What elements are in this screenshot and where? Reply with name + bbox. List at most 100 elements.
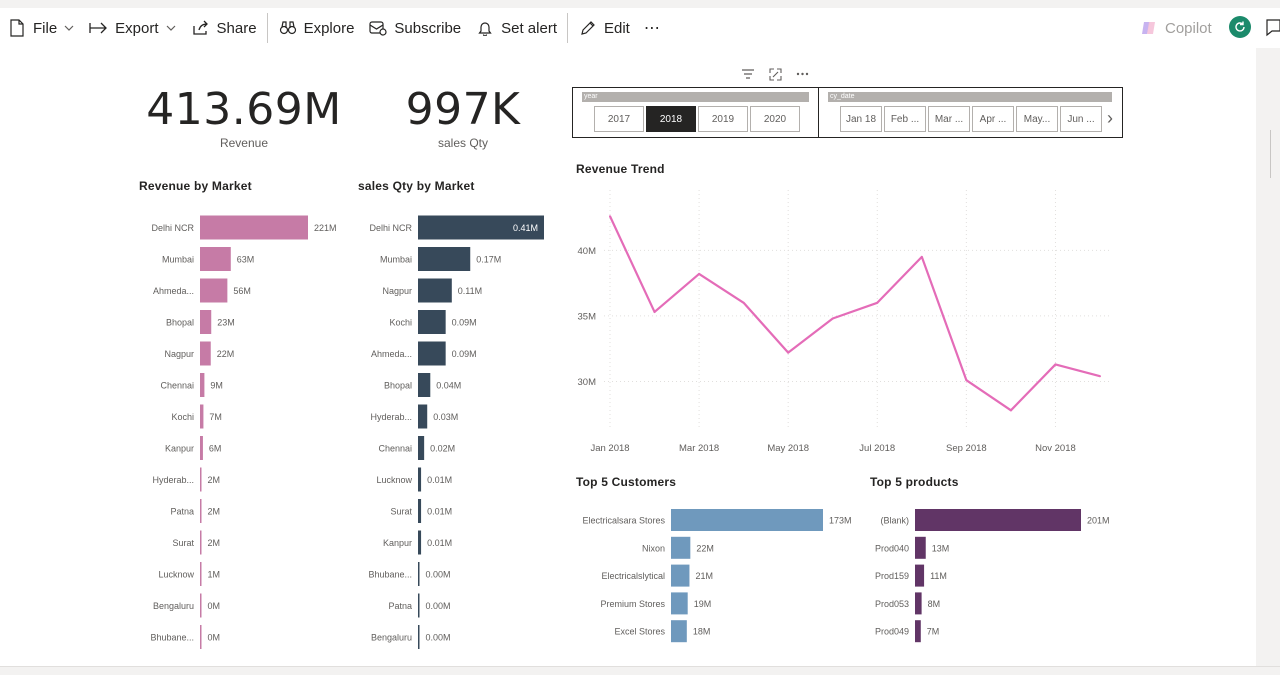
data-label: 0.01M — [427, 538, 452, 548]
data-point — [1054, 363, 1057, 366]
data-label: 1M — [208, 570, 221, 580]
top-5-products-chart[interactable]: (Blank) 201M Prod040 13M Prod159 11M Prod053 8M… — [865, 500, 1125, 650]
bar — [915, 620, 921, 643]
year-slicer: year 2017 2018 2019 2020 — [572, 87, 819, 138]
comment-icon[interactable] — [1266, 18, 1280, 38]
data-point — [831, 317, 834, 320]
data-label: 201M — [1087, 516, 1110, 526]
subscribe-button[interactable]: Subscribe — [361, 12, 468, 44]
bar — [418, 247, 471, 271]
more-icon: ⋯ — [643, 20, 661, 37]
chart-title-revenue-by-market: Revenue by Market — [139, 179, 252, 193]
category-label: Premium Stores — [600, 599, 665, 609]
data-label: 9M — [210, 381, 223, 391]
slicer-option-2020[interactable]: 2020 — [750, 106, 800, 132]
data-point — [698, 272, 701, 275]
data-label: 0.02M — [430, 444, 455, 454]
data-label: 0M — [208, 601, 221, 611]
bar — [671, 564, 690, 587]
slicer-option-2018[interactable]: 2018 — [646, 106, 696, 132]
file-label: File — [33, 19, 58, 37]
category-label: Bhopal — [166, 318, 194, 328]
data-point — [742, 301, 745, 304]
chevron-down-icon — [63, 22, 75, 34]
slicer-option-2017[interactable]: 2017 — [594, 106, 644, 132]
slicer-option-2019[interactable]: 2019 — [698, 106, 748, 132]
sales-qty-by-market-chart[interactable]: Delhi NCR 0.41M Mumbai 0.17M Nagpur 0.11M Koch… — [355, 205, 555, 655]
refresh-avatar-icon[interactable] — [1229, 16, 1251, 38]
edit-label: Edit — [604, 19, 630, 37]
visual-header — [741, 67, 809, 81]
export-menu[interactable]: Export — [82, 12, 183, 44]
export-label: Export — [115, 19, 159, 37]
share-button[interactable]: Share — [184, 12, 264, 44]
slicer-option-mar[interactable]: Mar ... — [928, 106, 970, 132]
bar — [200, 530, 202, 555]
slicer-option-jan[interactable]: Jan 18 — [840, 106, 882, 132]
bar — [671, 620, 687, 643]
revenue-trend-chart[interactable]: Jan 2018 Mar 2018 May 2018 Jul 2018 Sep 2018… — [570, 180, 1120, 465]
data-label: 0.17M — [476, 255, 501, 265]
chart-title-sales-qty-by-market: sales Qty by Market — [358, 179, 475, 193]
export-icon — [89, 18, 109, 38]
kpi-value: 997K — [405, 84, 521, 135]
category-label: Electricalsara Stores — [582, 516, 665, 526]
top-strip — [0, 0, 1280, 8]
y-tick-label: 40M — [578, 246, 597, 257]
top-5-customers-chart[interactable]: Electricalsara Stores 173M Nixon 22M Electri… — [570, 500, 860, 650]
bar — [200, 278, 228, 303]
category-label: Mumbai — [380, 255, 412, 265]
more-options-button[interactable]: ⋯ — [637, 12, 668, 44]
bar — [418, 499, 422, 523]
data-label: 56M — [233, 286, 251, 296]
filter-icon[interactable] — [741, 67, 755, 81]
data-point — [1099, 375, 1101, 378]
kpi-card-revenue[interactable]: 413.69M Revenue — [144, 84, 344, 150]
data-label: 7M — [209, 412, 222, 422]
subscribe-label: Subscribe — [394, 19, 462, 37]
explore-button[interactable]: Explore — [271, 12, 362, 44]
category-label: Surat — [172, 538, 194, 548]
chart-title-top-5-customers: Top 5 Customers — [576, 475, 677, 489]
category-label: Bhopal — [384, 381, 412, 391]
kpi-label: sales Qty — [437, 136, 488, 150]
revenue-by-market-chart[interactable]: Delhi NCR 221M Mumbai 63M Ahmeda... 56M Bhopal… — [130, 205, 355, 655]
set-alert-button[interactable]: Set alert — [468, 12, 564, 44]
chart-title-revenue-trend: Revenue Trend — [576, 162, 665, 176]
bar — [200, 310, 212, 334]
slicer-option-may[interactable]: May... — [1016, 106, 1058, 132]
x-tick-label: Mar 2018 — [679, 443, 719, 454]
data-label: 19M — [694, 599, 712, 609]
data-label: 0.41M — [513, 223, 538, 233]
data-label: 0.04M — [436, 381, 461, 391]
slicer-option-apr[interactable]: Apr ... — [972, 106, 1014, 132]
bar — [200, 499, 202, 523]
copilot-button[interactable]: Copilot — [1140, 8, 1212, 48]
data-label: 0M — [208, 633, 221, 643]
bar — [418, 530, 422, 555]
bar — [200, 593, 202, 618]
bar — [200, 341, 211, 366]
slicer-option-jun[interactable]: Jun ... — [1060, 106, 1102, 132]
slicer-option-feb[interactable]: Feb ... — [884, 106, 926, 132]
chart-title-top-5-products: Top 5 products — [870, 475, 959, 489]
bar — [418, 562, 420, 586]
bar — [200, 436, 203, 460]
data-label: 0.00M — [426, 633, 451, 643]
more-options-icon[interactable] — [795, 67, 809, 81]
kpi-card-sales-qty[interactable]: 997K sales Qty — [363, 84, 563, 150]
edit-button[interactable]: Edit — [571, 12, 637, 44]
data-label: 8M — [928, 599, 941, 609]
bar — [418, 436, 425, 460]
category-label: Patna — [388, 601, 412, 611]
category-label: Kanpur — [165, 444, 194, 454]
data-label: 0.03M — [433, 412, 458, 422]
bar — [418, 373, 431, 397]
slicer-next-arrow[interactable]: › — [1107, 108, 1113, 128]
share-icon — [191, 18, 211, 38]
focus-mode-icon[interactable] — [768, 67, 782, 81]
file-menu[interactable]: File — [0, 12, 82, 44]
x-tick-label: May 2018 — [767, 443, 809, 454]
report-canvas — [0, 48, 1280, 668]
category-label: Chennai — [160, 381, 194, 391]
